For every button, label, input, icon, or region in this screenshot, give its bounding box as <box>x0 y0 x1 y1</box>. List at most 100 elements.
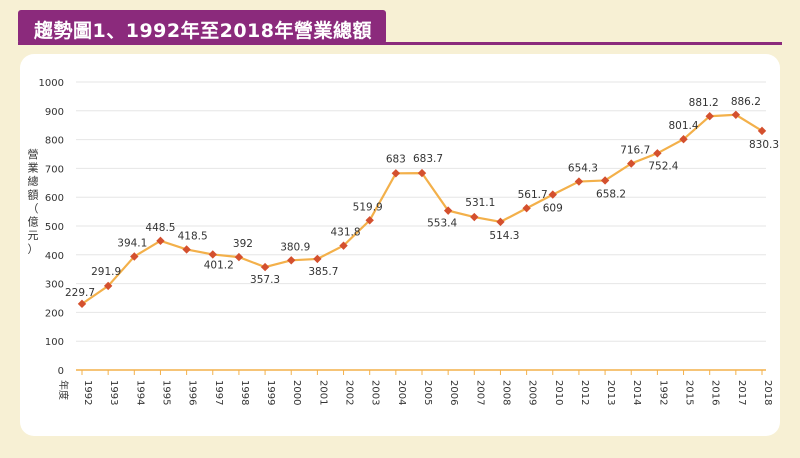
x-tick-label: 1998 <box>239 380 250 405</box>
x-tick-label: 1992 <box>82 380 93 405</box>
data-label: 881.2 <box>689 97 719 109</box>
y-tick-label: 500 <box>45 222 64 233</box>
x-tick-label: 2016 <box>710 380 721 405</box>
data-point <box>208 250 217 259</box>
chart-title: 趨勢圖1、1992年至2018年營業總額 <box>34 20 372 42</box>
x-tick-label: 1995 <box>160 380 171 405</box>
x-tick-label: 2007 <box>474 380 485 405</box>
data-label: 394.1 <box>117 237 147 249</box>
data-point <box>731 110 741 119</box>
data-point <box>679 134 688 144</box>
data-label: 431.8 <box>331 227 361 239</box>
x-tick-label: 2018 <box>762 380 773 405</box>
data-label: 514.3 <box>489 230 519 242</box>
data-point <box>182 245 191 254</box>
x-tick-label: 2013 <box>605 380 616 405</box>
data-label: 683.7 <box>413 153 443 165</box>
data-label: 830.3 <box>749 139 779 151</box>
data-label: 385.7 <box>308 266 338 278</box>
x-tick-label: 2003 <box>370 380 381 405</box>
title-bar: 趨勢圖1、1992年至2018年營業總額 <box>18 10 386 44</box>
data-label: 716.7 <box>620 145 650 157</box>
data-point <box>313 254 322 264</box>
title-rule <box>18 42 782 45</box>
y-tick-label: 300 <box>45 280 64 291</box>
x-tick-label: 2006 <box>448 380 459 405</box>
x-tick-label: 2008 <box>500 380 511 405</box>
y-tick-label: 400 <box>45 251 64 262</box>
y-tick-label: 1000 <box>39 78 64 89</box>
data-point <box>339 241 348 250</box>
data-label: 357.3 <box>250 274 280 286</box>
x-tick-label: 1996 <box>187 380 198 405</box>
x-tick-label: 2000 <box>291 380 302 405</box>
y-tick-label: 200 <box>45 308 64 319</box>
data-point <box>417 168 427 178</box>
data-point <box>522 204 531 213</box>
y-tick-label: 100 <box>45 337 64 348</box>
x-tick-label: 1993 <box>108 380 119 405</box>
data-label: 752.4 <box>648 160 678 172</box>
data-label: 654.3 <box>568 163 598 175</box>
data-point <box>443 206 453 215</box>
x-tick-label: 2002 <box>344 380 355 405</box>
data-label: 291.9 <box>91 266 121 278</box>
x-tick-label: 2010 <box>553 380 564 405</box>
data-label: 658.2 <box>596 188 626 200</box>
data-point <box>600 176 610 185</box>
data-point <box>234 252 244 262</box>
y-tick-label: 600 <box>45 193 64 204</box>
x-tick-label: 2001 <box>317 380 328 405</box>
data-label: 801.4 <box>669 120 699 132</box>
x-axis-label: 年度 <box>57 380 70 400</box>
data-point <box>260 262 270 272</box>
data-label: 392 <box>233 238 253 250</box>
y-tick-label: 700 <box>45 164 64 175</box>
y-tick-label: 0 <box>58 366 64 377</box>
data-label: 519.9 <box>353 201 383 213</box>
y-tick-label: 800 <box>45 136 64 147</box>
x-tick-label: 1999 <box>265 380 276 405</box>
x-tick-label: 1992 <box>657 380 668 405</box>
data-label: 229.7 <box>65 287 95 299</box>
data-label: 553.4 <box>427 218 457 230</box>
chart-panel <box>20 54 780 436</box>
data-label: 531.1 <box>465 197 495 209</box>
data-point <box>287 256 296 265</box>
x-tick-label: 2014 <box>631 380 642 405</box>
data-point <box>365 216 374 225</box>
data-label: 609 <box>543 203 563 215</box>
data-point <box>391 169 401 178</box>
x-tick-label: 2012 <box>579 380 590 405</box>
data-point <box>103 281 113 291</box>
data-point <box>548 190 557 199</box>
data-label: 886.2 <box>731 96 761 108</box>
data-point <box>627 159 636 168</box>
data-label: 561.7 <box>518 189 548 201</box>
data-point <box>653 149 662 158</box>
data-point <box>77 299 87 309</box>
y-axis-label: 營業總額（億元） <box>28 148 39 256</box>
x-tick-label: 2005 <box>422 380 433 405</box>
data-point <box>130 252 139 261</box>
data-label: 448.5 <box>145 222 175 234</box>
x-tick-label: 2015 <box>684 380 695 405</box>
data-point <box>470 212 479 222</box>
y-tick-label: 900 <box>45 107 64 118</box>
x-tick-label: 2009 <box>527 380 538 405</box>
data-point <box>574 177 584 186</box>
data-point <box>705 112 714 121</box>
data-label: 380.9 <box>280 241 310 253</box>
data-label: 418.5 <box>178 230 208 242</box>
x-tick-label: 1994 <box>134 380 145 405</box>
data-point <box>496 217 505 227</box>
data-label: 401.2 <box>204 259 234 271</box>
x-tick-label: 1997 <box>213 380 224 405</box>
series-line <box>81 113 763 305</box>
data-point <box>156 236 165 246</box>
data-label: 683 <box>386 153 406 165</box>
x-tick-label: 2017 <box>736 380 747 405</box>
data-point <box>757 126 767 136</box>
